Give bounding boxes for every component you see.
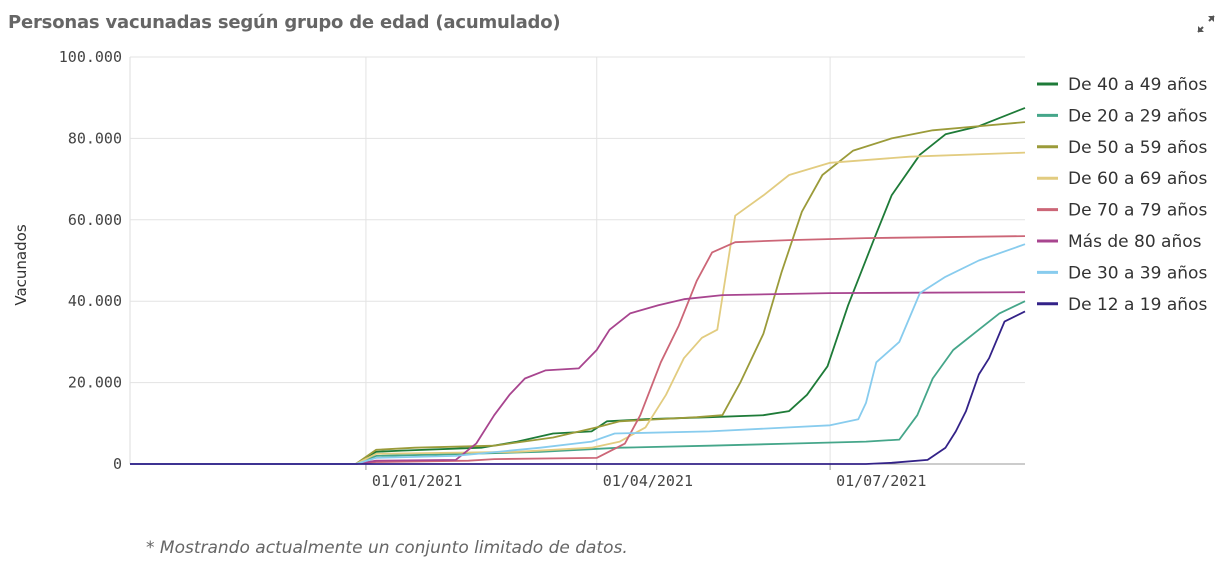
y-tick-label: 20.000 — [68, 374, 122, 392]
y-axis-label: Vacunados — [12, 224, 30, 305]
line-chart: 0 20.000 40.000 60.000 80.000 100.000 01/01/2… — [12, 48, 1207, 490]
expand-icon[interactable] — [1194, 12, 1218, 36]
legend: De 40 a 49 años De 20 a 29 años De 50 a 59… — [1037, 75, 1207, 315]
y-tick-label: 100.000 — [59, 48, 122, 66]
y-tick-label: 40.000 — [68, 292, 122, 310]
x-axis-ticks: 01/01/2021 01/04/2021 01/07/2021 — [365, 464, 926, 490]
legend-item[interactable]: De 20 a 29 años — [1068, 106, 1207, 126]
series-line[interactable] — [130, 121, 1026, 465]
series-line[interactable] — [130, 151, 1026, 465]
legend-item[interactable]: De 50 a 59 años — [1068, 138, 1207, 158]
x-tick-label: 01/01/2021 — [372, 472, 462, 490]
y-tick-label: 0 — [113, 455, 122, 473]
series-line[interactable] — [130, 291, 1026, 465]
series-line[interactable] — [130, 300, 1026, 465]
legend-item[interactable]: Más de 80 años — [1068, 232, 1202, 252]
legend-item[interactable]: De 70 a 79 años — [1068, 201, 1207, 221]
grid — [129, 56, 1025, 465]
series-lines — [130, 107, 1026, 465]
series-line[interactable] — [130, 310, 1026, 465]
legend-item[interactable]: De 12 a 19 años — [1068, 295, 1207, 315]
y-axis-ticks: 0 20.000 40.000 60.000 80.000 100.000 — [59, 48, 122, 473]
series-line[interactable] — [130, 107, 1026, 465]
chart-title: Personas vacunadas según grupo de edad (… — [8, 12, 561, 33]
legend-item[interactable]: De 60 a 69 años — [1068, 169, 1207, 189]
series-line[interactable] — [130, 235, 1026, 465]
legend-item[interactable]: De 40 a 49 años — [1068, 75, 1207, 95]
x-tick-label: 01/07/2021 — [836, 472, 926, 490]
y-tick-label: 60.000 — [68, 211, 122, 229]
y-tick-label: 80.000 — [68, 129, 122, 147]
series-line[interactable] — [130, 243, 1026, 465]
legend-item[interactable]: De 30 a 39 años — [1068, 263, 1207, 283]
x-tick-label: 01/04/2021 — [603, 472, 693, 490]
footnote: * Mostrando actualmente un conjunto limi… — [146, 538, 628, 558]
